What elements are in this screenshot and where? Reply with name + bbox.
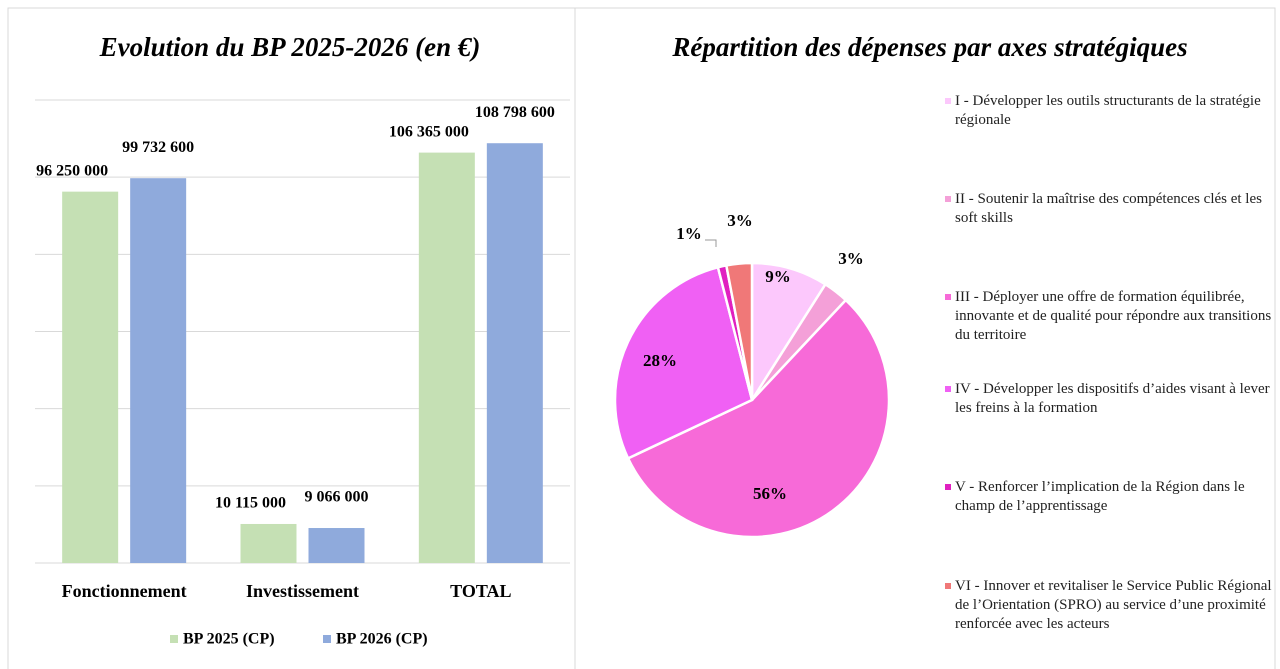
value-label: 99 732 600 [122,139,194,156]
legend-marker [945,98,951,104]
x-tick-label: Fonctionnement [62,581,187,601]
legend-label: BP 2026 (CP) [336,631,428,648]
legend-label: I - Développer les outils structurants d… [955,93,1261,128]
value-label: 10 115 000 [215,495,286,512]
legend-label: III - Déployer une offre de formation éq… [955,289,1272,343]
bar [240,523,297,563]
legend-marker [945,484,951,490]
value-label: 3% [838,249,864,268]
value-label: 9 066 000 [305,489,369,506]
bar [486,143,543,563]
legend-item: V - Renforcer l’implication de la Région… [945,478,1273,516]
value-label: 96 250 000 [36,162,108,179]
legend-item: VI - Innover et revitaliser le Service P… [945,577,1273,634]
value-label: 1% [676,224,702,243]
pie-slice [626,298,891,539]
value-label: 106 365 000 [389,123,469,140]
value-label: 3% [727,211,753,230]
value-label: 28% [643,351,677,370]
bar [62,191,119,563]
x-tick-label: TOTAL [450,581,511,601]
bar [308,528,365,563]
legend-item: I - Développer les outils structurants d… [945,92,1273,130]
bar [130,178,187,564]
legend-marker [945,294,951,300]
legend-label: V - Renforcer l’implication de la Région… [955,479,1245,514]
legend-label: BP 2025 (CP) [183,631,275,648]
legend-label: VI - Innover et revitaliser le Service P… [955,578,1272,632]
legend-marker [945,583,951,589]
legend-marker [170,635,178,643]
legend-label: II - Soutenir la maîtrise des compétence… [955,191,1262,226]
legend-marker [945,386,951,392]
pie-slice [724,261,754,401]
legend-marker [323,635,331,643]
panel [574,7,1276,669]
chart-title: Répartition des dépenses par axes straté… [671,32,1187,62]
legend-marker [945,196,951,202]
legend-item: IV - Développer les dispositifs d’aides … [945,380,1273,418]
value-label: 108 798 600 [475,104,555,121]
value-label: 56% [753,484,787,503]
bar [418,152,475,563]
legend-item: II - Soutenir la maîtrise des compétence… [945,190,1273,228]
x-tick-label: Investissement [246,581,359,601]
leader-line [705,239,717,247]
pie-slice [613,265,754,460]
legend-item: III - Déployer une offre de formation éq… [945,288,1273,345]
chart-title: Evolution du BP 2025-2026 (en €) [99,32,481,62]
legend-label: IV - Développer les dispositifs d’aides … [955,381,1270,416]
value-label: 9% [765,267,791,286]
